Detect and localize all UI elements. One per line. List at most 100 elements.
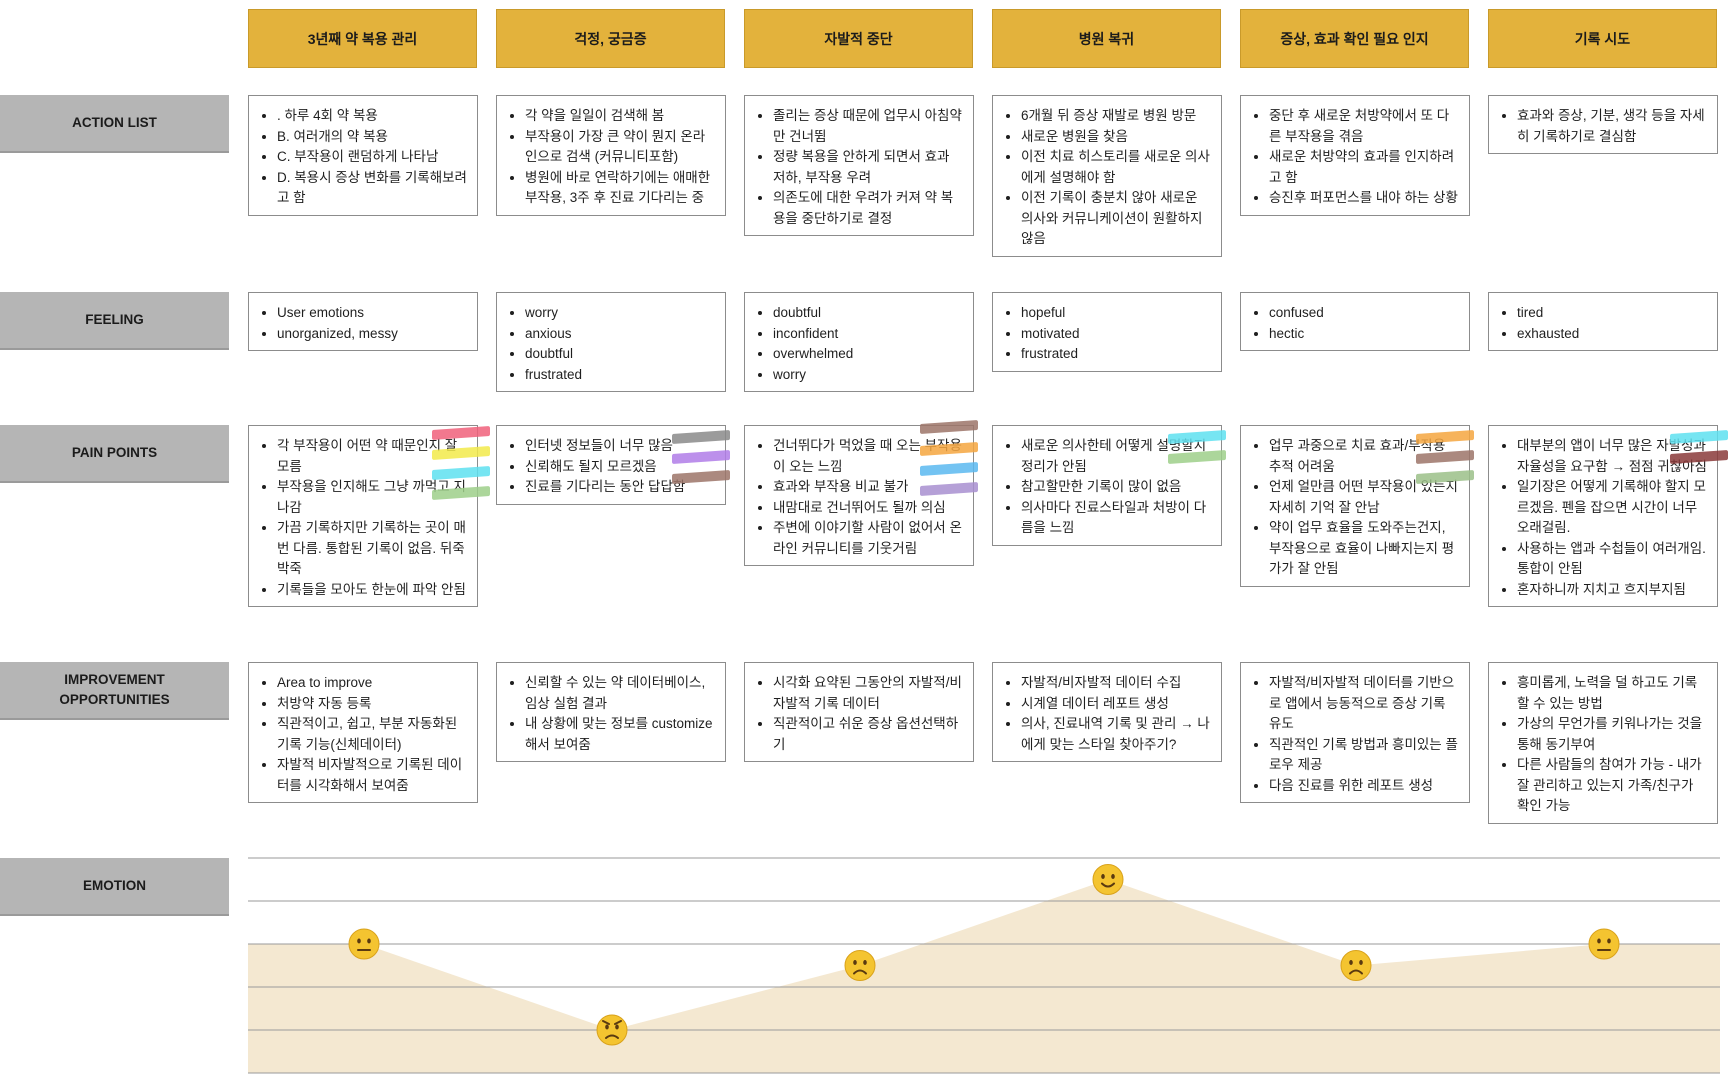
list-item: tired [1517, 303, 1709, 324]
improve-card: 자발적/비자발적 데이터를 기반으로 앱에서 능동적으로 증상 기록 유도직관적… [1240, 662, 1470, 803]
list-item: 6개월 뒤 증상 재발로 병원 방문 [1021, 106, 1213, 127]
list-item: worry [525, 303, 717, 324]
row-label-emotion: EMOTION [0, 858, 229, 916]
pain-list: 업무 과중으로 치료 효과/부작용 추적 어려움언제 얼만큼 어떤 부작용이 있… [1249, 436, 1461, 580]
feeling-list: confusedhectic [1249, 303, 1461, 344]
list-item: 기록들을 모아도 한눈에 파악 안됨 [277, 580, 469, 601]
list-item: 언제 얼만큼 어떤 부작용이 있는지 자세히 기억 잘 안남 [1269, 477, 1461, 518]
feeling-card: hopefulmotivatedfrustrated [992, 292, 1222, 372]
row-label-action: ACTION LIST [0, 95, 229, 153]
list-item: B. 여러개의 약 복용 [277, 127, 469, 148]
list-item: 흥미롭게, 노력을 덜 하고도 기록할 수 있는 방법 [1517, 673, 1709, 714]
list-item: 자발적 비자발적으로 기록된 데이터를 시각화해서 보여줌 [277, 755, 469, 796]
action-list: 각 약을 일일이 검색해 봄부작용이 가장 큰 약이 뭔지 온라인으로 검색 (… [505, 106, 717, 209]
list-item: doubtful [773, 303, 965, 324]
list-item: 사용하는 앱과 수첩들이 여러개임. 통합이 안됨 [1517, 539, 1709, 580]
action-list: 중단 후 새로운 처방약에서 또 다른 부작용을 겪음새로운 처방약의 효과를 … [1249, 106, 1461, 209]
list-item: 병원에 바로 연락하기에는 애매한 부작용, 3주 후 진료 기다리는 중 [525, 168, 717, 209]
list-item: 시계열 데이터 레포트 생성 [1021, 694, 1213, 715]
pain-list: 대부분의 앱이 너무 많은 자발성과 자율성을 요구함 → 점점 귀찮아짐일기장… [1497, 436, 1709, 600]
list-item: motivated [1021, 324, 1213, 345]
stage-header: 병원 복귀 [992, 9, 1221, 68]
row-label-feeling: FEELING [0, 292, 229, 350]
action-card: . 하루 4회 약 복용B. 여러개의 약 복용C. 부작용이 랜덤하게 나타남… [248, 95, 478, 216]
feeling-list: hopefulmotivatedfrustrated [1001, 303, 1213, 365]
list-item: 의존도에 대한 우려가 커져 약 복용을 중단하기로 결정 [773, 188, 965, 229]
list-item: 업무 과중으로 치료 효과/부작용 추적 어려움 [1269, 436, 1461, 477]
list-item: 의사, 진료내역 기록 및 관리 → 나에게 맞는 스타일 찾아주기? [1021, 714, 1213, 755]
feeling-card: confusedhectic [1240, 292, 1470, 351]
list-item: 효과와 부작용 비교 불가 [773, 477, 965, 498]
feeling-list: worryanxiousdoubtfulfrustrated [505, 303, 717, 385]
improve-list: 시각화 요약된 그동안의 자발적/비자발적 기록 데이터직관적이고 쉬운 증상 … [753, 673, 965, 755]
list-item: 효과와 증상, 기분, 생각 등을 자세히 기록하기로 결심함 [1517, 106, 1709, 147]
list-item: 직관적이고 쉬운 증상 옵션선택하기 [773, 714, 965, 755]
improve-list: Area to improve처방약 자동 등록직관적이고, 쉽고, 부분 자동… [257, 673, 469, 796]
list-item: 약이 업무 효율을 도와주는건지, 부작용으로 효율이 나빠지는지 평가가 잘 … [1269, 518, 1461, 580]
action-card: 졸리는 증상 때문에 업무시 아침약만 건너뜀정량 복용을 안하게 되면서 효과… [744, 95, 974, 236]
list-item: 참고할만한 기록이 많이 없음 [1021, 477, 1213, 498]
stage-header: 자발적 중단 [744, 9, 973, 68]
action-card: 효과와 증상, 기분, 생각 등을 자세히 기록하기로 결심함 [1488, 95, 1718, 154]
list-item: 주변에 이야기할 사람이 없어서 온라인 커뮤니티를 기웃거림 [773, 518, 965, 559]
feeling-card: User emotionsunorganized, messy [248, 292, 478, 351]
list-item: anxious [525, 324, 717, 345]
list-item: 각 약을 일일이 검색해 봄 [525, 106, 717, 127]
pain-list: 인터넷 정보들이 너무 많음신뢰해도 될지 모르겠음진료를 기다리는 동안 답답… [505, 436, 717, 498]
neutral-face-icon [348, 928, 380, 960]
improve-list: 신뢰할 수 있는 약 데이터베이스, 임상 실험 결과내 상황에 맞는 정보를 … [505, 673, 717, 755]
list-item: 새로운 의사한테 어떻게 설명할지 정리가 안됨 [1021, 436, 1213, 477]
feeling-card: doubtfulinconfidentoverwhelmedworry [744, 292, 974, 392]
list-item: frustrated [1021, 344, 1213, 365]
list-item: worry [773, 365, 965, 386]
list-item: 일기장은 어떻게 기록해야 할지 모르겠음. 펜을 잡으면 시간이 너무 오래걸… [1517, 477, 1709, 539]
list-item: inconfident [773, 324, 965, 345]
list-item: 새로운 병원을 찾음 [1021, 127, 1213, 148]
feeling-list: doubtfulinconfidentoverwhelmedworry [753, 303, 965, 385]
list-item: unorganized, messy [277, 324, 469, 345]
list-item: confused [1269, 303, 1461, 324]
list-item: 이전 치료 히스토리를 새로운 의사에게 설명해야 함 [1021, 147, 1213, 188]
list-item: exhausted [1517, 324, 1709, 345]
list-item: 내맘대로 건너뛰어도 될까 의심 [773, 498, 965, 519]
list-item: C. 부작용이 랜덤하게 나타남 [277, 147, 469, 168]
action-card: 중단 후 새로운 처방약에서 또 다른 부작용을 겪음새로운 처방약의 효과를 … [1240, 95, 1470, 216]
action-list: 6개월 뒤 증상 재발로 병원 방문새로운 병원을 찾음이전 치료 히스토리를 … [1001, 106, 1213, 250]
feeling-list: User emotionsunorganized, messy [257, 303, 469, 344]
action-list: 효과와 증상, 기분, 생각 등을 자세히 기록하기로 결심함 [1497, 106, 1709, 147]
list-item: hectic [1269, 324, 1461, 345]
improve-list: 자발적/비자발적 데이터를 기반으로 앱에서 능동적으로 증상 기록 유도직관적… [1249, 673, 1461, 796]
stage-header: 걱정, 궁금증 [496, 9, 725, 68]
list-item: 부작용을 인지해도 그냥 까먹고 지나감 [277, 477, 469, 518]
pain-list: 각 부작용이 어떤 약 때문인지 잘 모름부작용을 인지해도 그냥 까먹고 지나… [257, 436, 469, 600]
stage-header: 증상, 효과 확인 필요 인지 [1240, 9, 1469, 68]
sad-face-icon [844, 950, 876, 981]
improve-card: Area to improve처방약 자동 등록직관적이고, 쉽고, 부분 자동… [248, 662, 478, 803]
list-item: 이전 기록이 충분치 않아 새로운 의사와 커뮤니케이션이 원활하지 않음 [1021, 188, 1213, 250]
list-item: 시각화 요약된 그동안의 자발적/비자발적 기록 데이터 [773, 673, 965, 714]
list-item: 인터넷 정보들이 너무 많음 [525, 436, 717, 457]
improve-list: 자발적/비자발적 데이터 수집시계열 데이터 레포트 생성의사, 진료내역 기록… [1001, 673, 1213, 755]
action-card: 6개월 뒤 증상 재발로 병원 방문새로운 병원을 찾음이전 치료 히스토리를 … [992, 95, 1222, 257]
list-item: 진료를 기다리는 동안 답답함 [525, 477, 717, 498]
pain-list: 새로운 의사한테 어떻게 설명할지 정리가 안됨참고할만한 기록이 많이 없음의… [1001, 436, 1213, 539]
improve-card: 시각화 요약된 그동안의 자발적/비자발적 기록 데이터직관적이고 쉬운 증상 … [744, 662, 974, 762]
list-item: 각 부작용이 어떤 약 때문인지 잘 모름 [277, 436, 469, 477]
list-item: 자발적/비자발적 데이터를 기반으로 앱에서 능동적으로 증상 기록 유도 [1269, 673, 1461, 735]
list-item: 내 상황에 맞는 정보를 customize해서 보여줌 [525, 714, 717, 755]
list-item: . 하루 4회 약 복용 [277, 106, 469, 127]
list-item: 대부분의 앱이 너무 많은 자발성과 자율성을 요구함 → 점점 귀찮아짐 [1517, 436, 1709, 477]
list-item: 처방약 자동 등록 [277, 694, 469, 715]
feeling-list: tiredexhausted [1497, 303, 1709, 344]
stage-header: 기록 시도 [1488, 9, 1717, 68]
stage-header: 3년째 약 복용 관리 [248, 9, 477, 68]
improve-card: 흥미롭게, 노력을 덜 하고도 기록할 수 있는 방법가상의 무언가를 키워나가… [1488, 662, 1718, 824]
list-item: User emotions [277, 303, 469, 324]
list-item: 가상의 무언가를 키워나가는 것을 통해 동기부여 [1517, 714, 1709, 755]
list-item: doubtful [525, 344, 717, 365]
list-item: 다른 사람들의 참여가 가능 - 내가 잘 관리하고 있는지 가족/친구가 확인… [1517, 755, 1709, 817]
improve-card: 신뢰할 수 있는 약 데이터베이스, 임상 실험 결과내 상황에 맞는 정보를 … [496, 662, 726, 762]
action-list: 졸리는 증상 때문에 업무시 아침약만 건너뜀정량 복용을 안하게 되면서 효과… [753, 106, 965, 229]
